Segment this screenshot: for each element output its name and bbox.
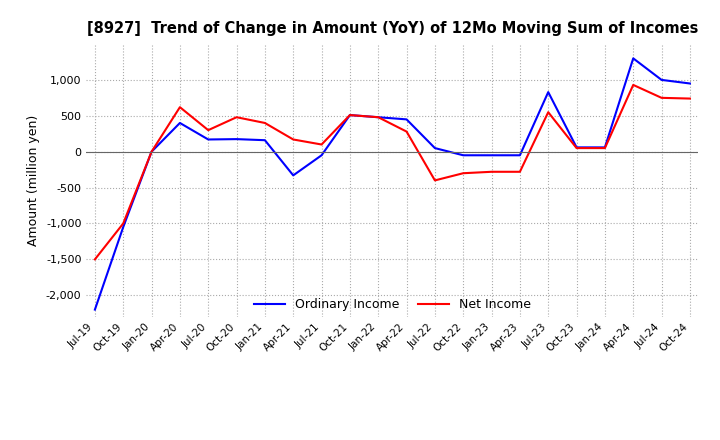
Ordinary Income: [204, 137, 212, 142]
Net Income: [261, 120, 269, 125]
Ordinary Income: [346, 113, 354, 118]
Ordinary Income: [459, 153, 467, 158]
Net Income: [685, 96, 694, 101]
Ordinary Income: [233, 136, 241, 142]
Title: [8927]  Trend of Change in Amount (YoY) of 12Mo Moving Sum of Incomes: [8927] Trend of Change in Amount (YoY) o…: [86, 21, 698, 36]
Net Income: [629, 82, 637, 88]
Net Income: [204, 128, 212, 133]
Ordinary Income: [431, 146, 439, 151]
Ordinary Income: [516, 153, 524, 158]
Net Income: [233, 114, 241, 120]
Line: Ordinary Income: Ordinary Income: [95, 59, 690, 310]
Ordinary Income: [374, 114, 382, 120]
Y-axis label: Amount (million yen): Amount (million yen): [27, 115, 40, 246]
Ordinary Income: [402, 117, 411, 122]
Net Income: [600, 146, 609, 151]
Net Income: [459, 171, 467, 176]
Net Income: [119, 221, 127, 226]
Ordinary Income: [572, 145, 581, 150]
Net Income: [516, 169, 524, 174]
Ordinary Income: [176, 120, 184, 125]
Net Income: [318, 142, 326, 147]
Net Income: [374, 114, 382, 120]
Ordinary Income: [487, 153, 496, 158]
Ordinary Income: [261, 138, 269, 143]
Ordinary Income: [629, 56, 637, 61]
Net Income: [431, 178, 439, 183]
Net Income: [148, 149, 156, 154]
Net Income: [176, 105, 184, 110]
Net Income: [544, 110, 552, 115]
Net Income: [487, 169, 496, 174]
Ordinary Income: [685, 81, 694, 86]
Ordinary Income: [657, 77, 666, 83]
Ordinary Income: [318, 153, 326, 158]
Legend: Ordinary Income, Net Income: Ordinary Income, Net Income: [248, 293, 536, 316]
Ordinary Income: [91, 307, 99, 312]
Net Income: [289, 137, 297, 142]
Net Income: [657, 95, 666, 100]
Ordinary Income: [119, 224, 127, 230]
Ordinary Income: [600, 145, 609, 150]
Net Income: [91, 257, 99, 262]
Net Income: [346, 113, 354, 118]
Ordinary Income: [544, 89, 552, 95]
Net Income: [402, 129, 411, 134]
Ordinary Income: [148, 149, 156, 154]
Net Income: [572, 146, 581, 151]
Line: Net Income: Net Income: [95, 85, 690, 259]
Ordinary Income: [289, 173, 297, 178]
